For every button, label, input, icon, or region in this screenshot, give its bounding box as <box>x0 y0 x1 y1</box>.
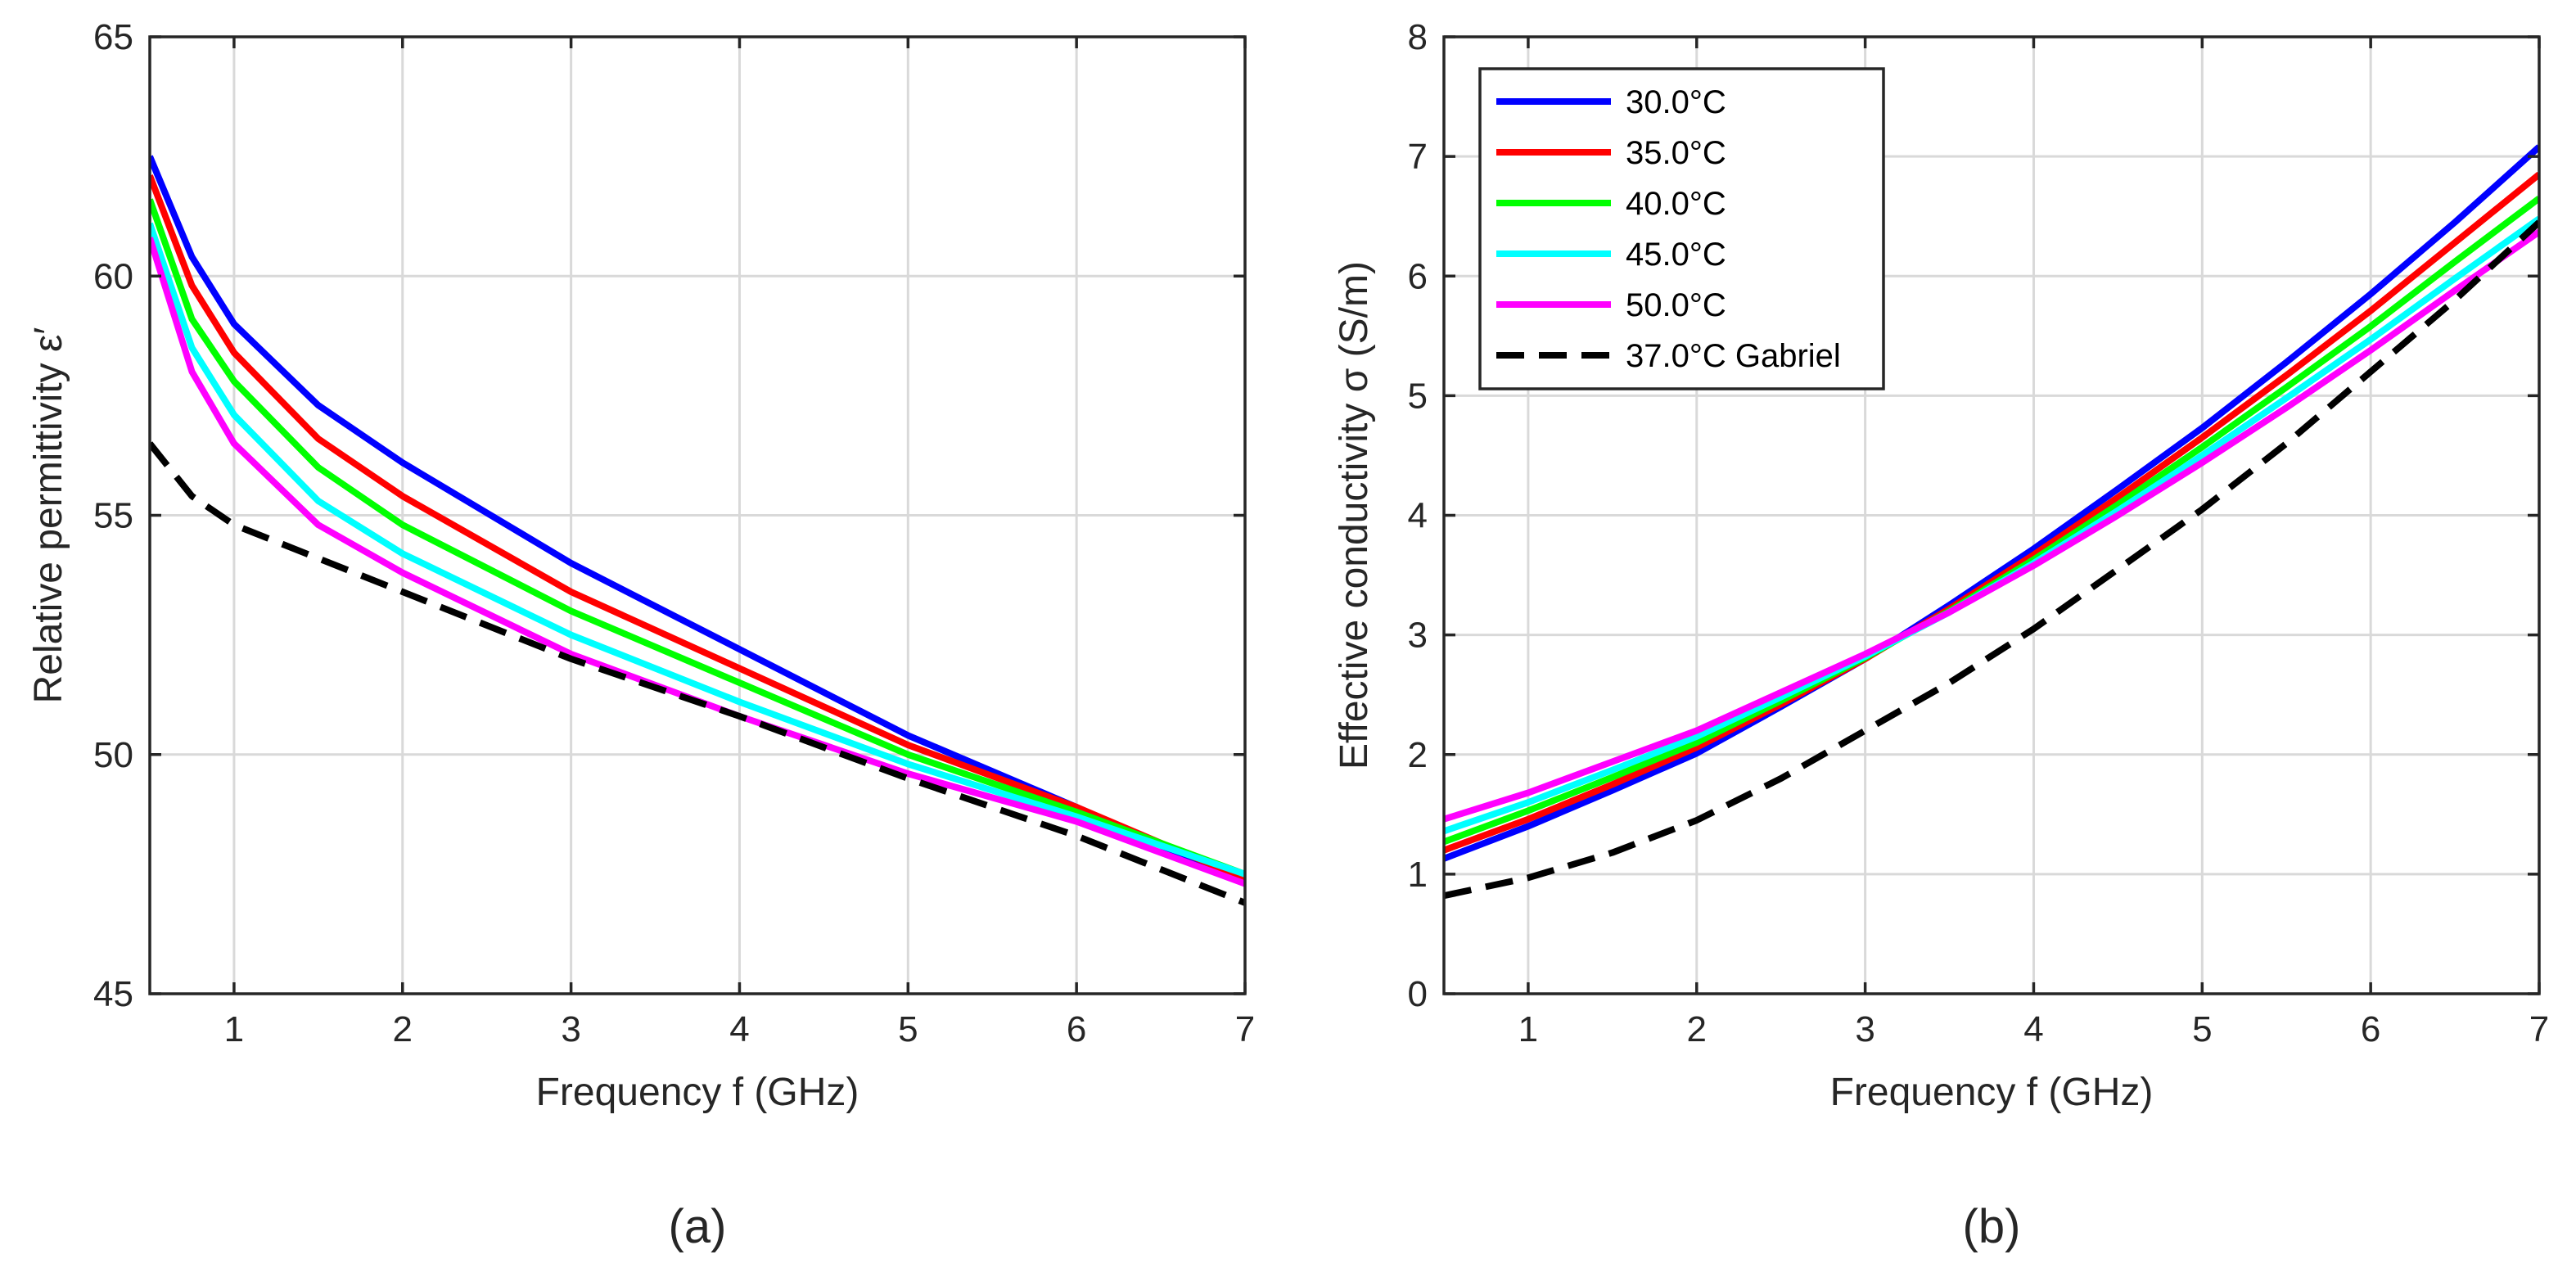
legend-label: 50.0°C <box>1626 287 1726 323</box>
series-line-40-0-c <box>150 198 1245 878</box>
x-tick-label: 3 <box>1855 1009 1874 1049</box>
y-tick-label: 2 <box>1408 735 1428 775</box>
legend-item: 37.0°C Gabriel <box>1496 338 1841 374</box>
y-tick-label: 65 <box>93 17 133 57</box>
y-axis-label: Relative permittivity ε′ <box>27 327 70 704</box>
legend-label: 45.0°C <box>1626 237 1726 273</box>
x-tick-label: 3 <box>561 1009 580 1049</box>
series-line-50-0-c <box>1444 228 2539 823</box>
panel-label: (a) <box>669 1200 727 1253</box>
series-line-37-0-c-gabriel <box>150 441 1245 906</box>
legend-item: 45.0°C <box>1496 237 1726 273</box>
y-tick-label: 7 <box>1408 137 1428 177</box>
legend-label: 30.0°C <box>1626 84 1726 120</box>
y-tick-label: 55 <box>93 496 133 536</box>
legend-label: 37.0°C Gabriel <box>1626 338 1841 374</box>
series-line-30-0-c <box>1444 144 2539 862</box>
x-axis-label: Frequency f (GHz) <box>536 1071 859 1114</box>
x-tick-label: 7 <box>2529 1009 2549 1049</box>
legend-box <box>1478 67 1885 390</box>
series-line-37-0-c-gabriel <box>1444 219 2539 900</box>
x-tick-label: 1 <box>224 1009 244 1049</box>
legend-item: 50.0°C <box>1496 287 1726 323</box>
y-tick-label: 8 <box>1408 17 1428 57</box>
legend: 30.0°C 35.0°C 40.0°C 45.0°C 50.0°C 37.0°C Gab… <box>1478 67 1885 390</box>
x-tick-label: 4 <box>729 1009 749 1049</box>
grid <box>150 37 1245 994</box>
series-line-50-0-c <box>150 237 1245 887</box>
y-tick-label: 50 <box>93 735 133 775</box>
y-tick-label: 1 <box>1408 855 1428 895</box>
legend-label: 35.0°C <box>1626 135 1726 171</box>
series-line-45-0-c <box>150 222 1245 878</box>
x-tick-label: 2 <box>1687 1009 1707 1049</box>
x-tick-label: 4 <box>2023 1009 2043 1049</box>
series-line-30-0-c <box>150 155 1245 887</box>
legend-item: 30.0°C <box>1496 84 1726 120</box>
x-tick-label: 6 <box>1067 1009 1086 1049</box>
y-tick-label: 3 <box>1408 616 1428 656</box>
legend-item: 40.0°C <box>1496 186 1726 222</box>
legend-item: 35.0°C <box>1496 135 1726 171</box>
y-tick-label: 6 <box>1408 256 1428 296</box>
y-tick-label: 4 <box>1408 496 1428 536</box>
y-axis-label: Effective conductivity σ (S/m) <box>1333 261 1376 769</box>
y-tick-label: 5 <box>1408 376 1428 416</box>
x-tick-label: 7 <box>1235 1009 1255 1049</box>
y-tick-label: 0 <box>1408 974 1428 1014</box>
x-axis-label: Frequency f (GHz) <box>1830 1071 2154 1114</box>
legend-label: 40.0°C <box>1626 186 1726 222</box>
y-tick-label: 45 <box>93 974 133 1014</box>
chart-panel-b: 1 2 3 4 5 6 7 0 1 2 3 4 5 6 7 8 Frequency f (GHz) Effecti… <box>1333 17 2549 1253</box>
panel-label: (b) <box>1963 1200 2021 1253</box>
x-tick-label: 6 <box>2361 1009 2380 1049</box>
y-tick-label: 60 <box>93 256 133 296</box>
series-group <box>150 155 1245 906</box>
series-group <box>1444 144 2539 900</box>
x-tick-label: 5 <box>898 1009 918 1049</box>
x-tick-label: 1 <box>1518 1009 1538 1049</box>
series-line-35-0-c <box>150 174 1245 882</box>
x-tick-label: 2 <box>393 1009 413 1049</box>
x-tick-label: 5 <box>2192 1009 2212 1049</box>
